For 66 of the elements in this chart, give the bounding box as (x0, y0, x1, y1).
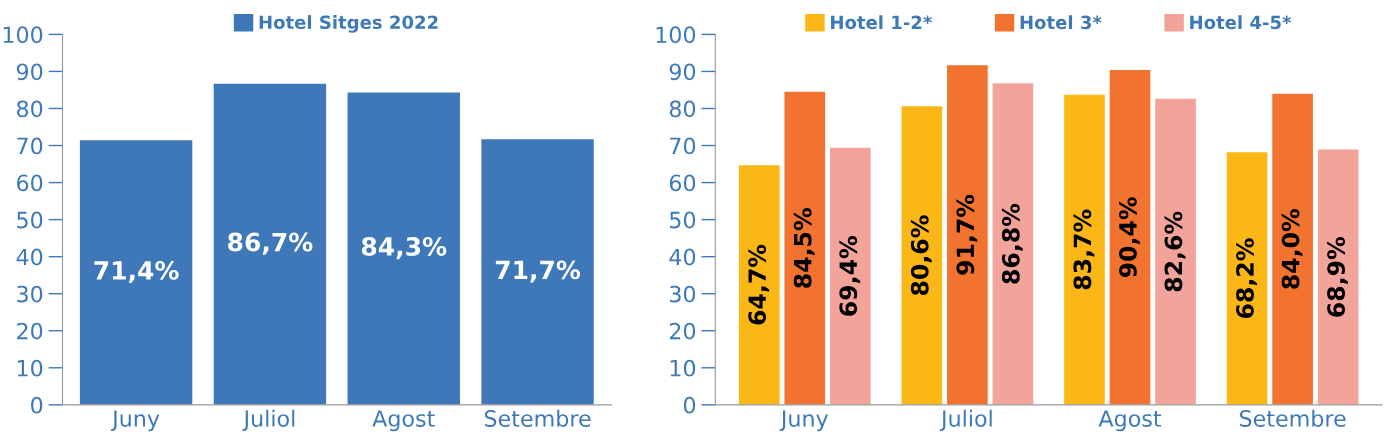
legend-label: Hotel 1-2* (831, 15, 932, 30)
data-label: 71,7% (495, 260, 581, 283)
y-tick-label: 80 (669, 100, 696, 118)
bar (1317, 149, 1359, 405)
bar (901, 106, 943, 405)
data-label: 68,9% (1327, 237, 1349, 317)
bar (1109, 69, 1151, 405)
y-tick-label: 60 (17, 174, 43, 192)
y-tick-label: 80 (16, 100, 43, 118)
data-label: 82,6% (1164, 211, 1186, 292)
y-tick-label: 40 (669, 248, 696, 266)
bar (213, 83, 327, 405)
bar (992, 83, 1034, 405)
y-tick-label: 20 (17, 322, 43, 340)
x-tick-label: Juliol (939, 409, 992, 432)
y-tick-label: 0 (31, 396, 43, 414)
y-tick-label: 10 (670, 359, 696, 377)
y-tick-label: 100 (3, 26, 43, 44)
data-label: 91,7% (956, 194, 978, 275)
y-tick-label: 60 (669, 174, 696, 192)
data-label: 83,7% (1073, 209, 1095, 290)
bar (79, 140, 193, 405)
data-label: 90,4% (1118, 197, 1140, 278)
bar (1272, 93, 1313, 405)
x-tick-label: Setembre (1239, 409, 1346, 427)
data-label: 80,6% (910, 215, 932, 296)
x-tick-label: Juny (779, 410, 829, 432)
bar (1226, 152, 1268, 405)
data-label: 68,2% (1236, 238, 1257, 319)
data-label: 86,7% (228, 232, 313, 255)
x-tick-label: Setembre (484, 409, 591, 427)
y-tick-label: 50 (17, 211, 43, 229)
y-tick-label: 90 (16, 63, 43, 81)
legend-label: Hotel 4-5* (1190, 15, 1292, 30)
y-tick-label: 40 (16, 248, 43, 266)
bar (829, 147, 871, 405)
bar (347, 92, 460, 405)
y-tick-label: 30 (670, 285, 696, 303)
data-label: 84,3% (361, 237, 447, 260)
data-label: 86,8% (1001, 203, 1023, 284)
y-tick-label: 50 (670, 211, 696, 229)
y-tick-label: 70 (670, 137, 696, 155)
bar (1064, 94, 1105, 405)
bar (738, 165, 780, 405)
bar (947, 65, 988, 405)
y-tick-label: 100 (656, 26, 696, 44)
y-tick-label: 20 (669, 322, 696, 340)
x-tick-label: Juliol (242, 409, 295, 432)
bar (1155, 98, 1196, 405)
y-tick-label: 0 (683, 396, 696, 414)
legend-label: Hotel Sitges 2022 (259, 15, 438, 33)
data-label: 84,5% (793, 208, 815, 288)
x-tick-label: Agost (1098, 410, 1162, 432)
y-tick-label: 70 (17, 137, 43, 155)
data-label: 64,7% (748, 244, 770, 325)
data-label: 84,0% (1281, 209, 1303, 289)
legend-label: Hotel 3* (1020, 15, 1102, 30)
y-tick-label: 90 (669, 63, 696, 81)
bar (481, 139, 594, 405)
bar (784, 91, 826, 405)
x-tick-label: Agost (372, 410, 435, 432)
data-label: 69,4% (839, 236, 861, 316)
x-tick-label: Juny (111, 410, 160, 432)
y-tick-label: 10 (17, 359, 43, 377)
data-label: 71,4% (94, 260, 179, 284)
y-tick-label: 30 (17, 285, 43, 303)
